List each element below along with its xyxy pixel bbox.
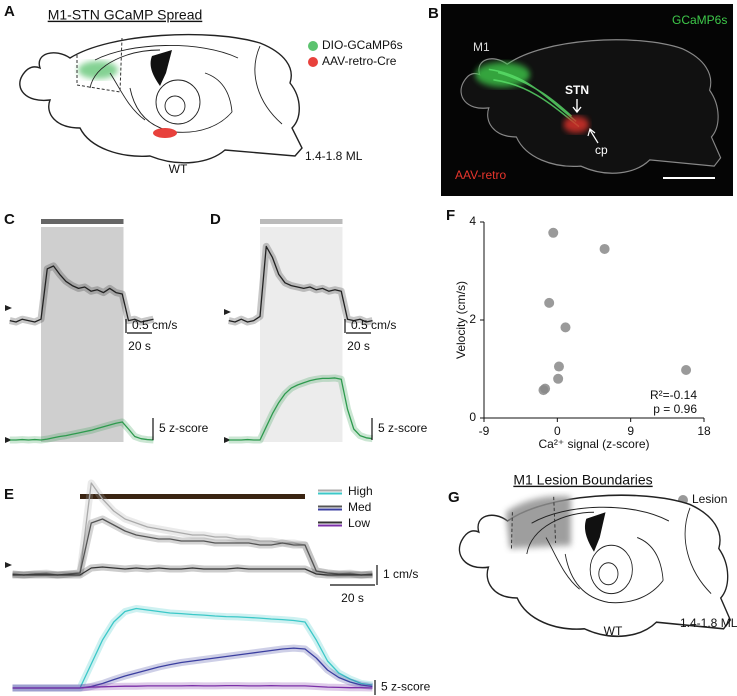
trace [228,377,373,441]
legend-label: Low [348,516,370,530]
panel-letter: A [4,3,15,20]
genotype-label: WT [604,624,623,638]
legend-swatch [308,57,318,67]
y-tick-label: 4 [469,214,476,228]
x-tick-label: 9 [627,424,634,438]
baseline-marker [224,309,231,315]
micrograph-label: cp [595,143,608,157]
retro-signal [563,116,590,133]
ventricle [150,50,172,86]
trace [9,421,154,441]
stimulus-shade [41,227,124,442]
brain-diagram [19,33,303,164]
trace [12,566,373,576]
panel-letter: C [4,211,15,228]
y-axis-label: Velocity (cm/s) [454,281,468,359]
micrograph-brain [460,39,722,174]
x-tick-label: -9 [479,424,490,438]
y-tick-label: 0 [469,410,476,424]
y2-scale-label: 5 z-score [378,421,428,435]
legend-label: Lesion [692,492,727,506]
legend-label: AAV-retro-Cre [322,54,397,68]
dashed-boundary [510,496,557,549]
micrograph-label: STN [565,83,589,97]
stimulus-bar [80,494,305,499]
legend-label: High [348,484,373,498]
x-scale-label: 20 s [347,339,370,353]
x-tick-label: 18 [697,424,711,438]
data-point [681,364,692,375]
y2-scale-label: 5 z-score [159,421,209,435]
trace-band [12,644,373,692]
brain-diagram [458,494,732,638]
legend-label: Med [348,500,371,514]
gcamp-spread [78,61,118,79]
x-scale-label: 20 s [128,339,151,353]
panel-letter: B [428,5,439,22]
legend-swatch [308,41,318,51]
data-point [599,243,610,254]
trace [228,245,373,323]
data-point [538,385,549,396]
panel-title: M1 Lesion Boundaries [513,472,652,488]
ml-label: 1.4-1.8 ML [680,616,737,630]
panel-letter: D [210,211,221,228]
y-tick-label: 2 [469,312,476,326]
injection-site [153,128,177,138]
annotation: p = 0.96 [653,402,697,416]
trace-band [12,605,373,692]
ml-label: 1.4-1.8 ML [305,149,363,163]
baseline-marker [5,562,12,568]
x-axis-label: Ca²⁺ signal (z-score) [538,437,649,451]
baseline-marker [5,437,12,443]
x-tick-label: 0 [554,424,561,438]
data-point [544,297,555,308]
y-scale-label: 0.5 cm/s [351,318,396,332]
arrow [572,99,582,114]
micrograph-label: GCaMP6s [672,13,727,27]
micrograph-label: AAV-retro [455,168,506,182]
trace [9,265,154,323]
panel-letter: F [446,207,455,224]
panel-title: M1-STN GCaMP Spread [48,7,203,23]
data-point [560,322,571,333]
baseline-marker [5,305,12,311]
data-point [553,361,564,372]
stimulus-shade [260,227,343,442]
legend-label: DIO-GCaMP6s [322,38,403,52]
trace [12,684,373,689]
data-point [548,227,559,238]
stimulus-bar [260,219,343,224]
x-scale-label: 20 s [341,591,364,605]
lesion-area [505,496,571,549]
trace [12,647,373,689]
stimulus-bar [41,219,124,224]
panel-letter: E [4,486,14,503]
y-scale-label: 1 cm/s [383,567,418,581]
micrograph-label: M1 [473,40,490,54]
panel-letter: G [448,489,460,506]
dashed-boundary [76,37,123,93]
data-point [553,373,564,384]
y-scale-label: 0.5 cm/s [132,318,177,332]
genotype-label: WT [169,162,188,176]
annotation: R²=-0.14 [650,388,697,402]
arrow [587,127,599,144]
ventricle [584,512,606,552]
y2-scale-label: 5 z-score [381,680,431,694]
trace [12,518,373,576]
baseline-marker [224,437,231,443]
